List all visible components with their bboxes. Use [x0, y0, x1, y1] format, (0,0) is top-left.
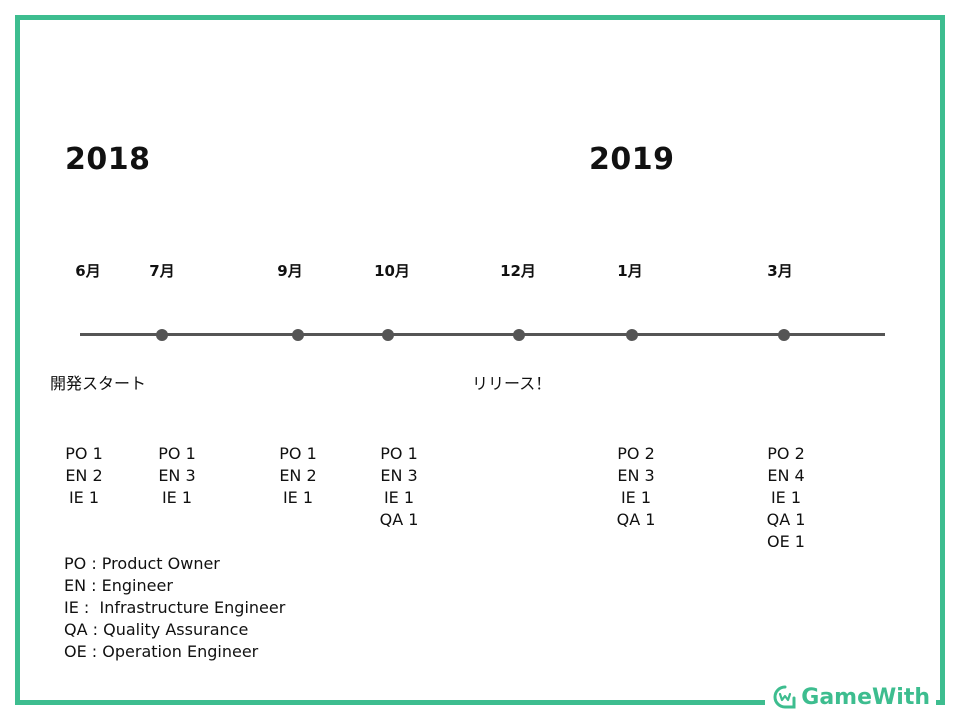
- team-line: EN 3: [617, 466, 655, 485]
- timeline-dot-jul: [156, 329, 168, 341]
- team-jun: PO 1 EN 2 IE 1: [65, 443, 103, 509]
- team-line: PO 2: [617, 444, 655, 463]
- team-oct: PO 1 EN 3 IE 1 QA 1: [380, 443, 419, 531]
- team-line: EN 3: [380, 466, 418, 485]
- team-line: OE 1: [767, 532, 805, 551]
- gamewith-logo: GameWith: [765, 682, 936, 712]
- month-dec: 12月: [500, 262, 536, 280]
- event-dev-start: 開発スタート: [50, 374, 147, 393]
- slide-frame: [15, 15, 945, 705]
- legend-item-ie: IE : Infrastructure Engineer: [64, 598, 286, 617]
- team-line: QA 1: [616, 510, 656, 529]
- timeline-dot-mar: [778, 329, 790, 341]
- legend-item-en: EN : Engineer: [64, 576, 173, 595]
- team-line: IE 1: [383, 488, 415, 507]
- timeline-dot-oct: [382, 329, 394, 341]
- team-line: PO 2: [767, 444, 805, 463]
- role-legend: PO : Product Owner EN : Engineer IE : In…: [64, 553, 285, 663]
- year-2019: 2019: [589, 142, 675, 177]
- month-mar: 3月: [767, 262, 793, 280]
- team-line: IE 1: [161, 488, 193, 507]
- gamewith-logo-icon: [773, 685, 796, 709]
- legend-item-qa: QA : Quality Assurance: [64, 620, 249, 639]
- month-jun: 6月: [75, 262, 101, 280]
- team-line: IE 1: [282, 488, 314, 507]
- event-release: リリース！: [472, 374, 552, 393]
- month-jul: 7月: [149, 262, 175, 280]
- team-line: EN 2: [65, 466, 103, 485]
- team-line: QA 1: [766, 510, 806, 529]
- team-line: EN 3: [158, 466, 196, 485]
- legend-item-po: PO : Product Owner: [64, 554, 220, 573]
- timeline-dot-sep: [292, 329, 304, 341]
- team-line: IE 1: [68, 488, 100, 507]
- logo-text: GameWith: [801, 684, 930, 710]
- team-jan: PO 2 EN 3 IE 1 QA 1: [617, 443, 656, 531]
- team-line: IE 1: [770, 488, 802, 507]
- team-line: PO 1: [279, 444, 317, 463]
- timeline-dot-dec: [513, 329, 525, 341]
- month-sep: 9月: [277, 262, 303, 280]
- team-line: PO 1: [380, 444, 418, 463]
- team-line: PO 1: [65, 444, 103, 463]
- team-line: IE 1: [620, 488, 652, 507]
- team-line: EN 4: [767, 466, 805, 485]
- team-line: QA 1: [379, 510, 419, 529]
- legend-item-oe: OE : Operation Engineer: [64, 642, 259, 661]
- timeline-dot-jan: [626, 329, 638, 341]
- team-mar: PO 2 EN 4 IE 1 QA 1 OE 1: [767, 443, 806, 553]
- year-2018: 2018: [65, 142, 151, 177]
- team-line: PO 1: [158, 444, 196, 463]
- team-jul: PO 1 EN 3 IE 1: [158, 443, 196, 509]
- month-jan: 1月: [617, 262, 643, 280]
- timeline-line: [80, 333, 885, 336]
- month-oct: 10月: [374, 262, 410, 280]
- team-line: EN 2: [279, 466, 317, 485]
- team-sep: PO 1 EN 2 IE 1: [279, 443, 317, 509]
